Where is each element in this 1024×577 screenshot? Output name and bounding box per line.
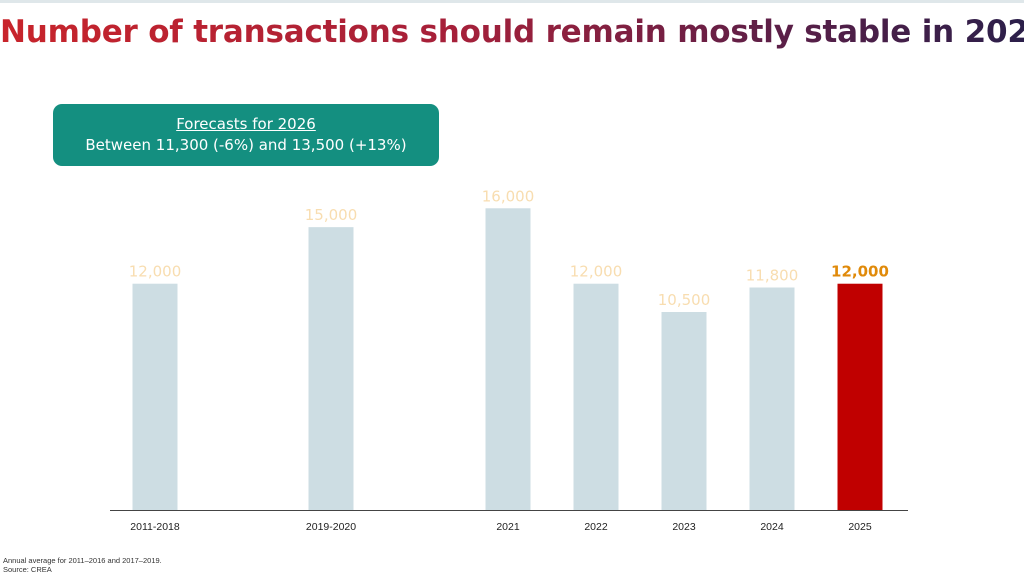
bar-2023 <box>661 312 707 510</box>
value-label-2022: 12,000 <box>570 263 623 281</box>
top-rule <box>0 0 1024 3</box>
tick-label-2024: 2024 <box>760 521 784 533</box>
bar-2024 <box>749 287 795 510</box>
value-label-2011-2018: 12,000 <box>129 263 182 281</box>
tick-label-2019-2020: 2019-2020 <box>306 521 356 533</box>
bar-2019-2020 <box>308 227 354 510</box>
forecast-range: Between 11,300 (-6%) and 13,500 (+13%) <box>85 136 407 154</box>
value-label-2021: 16,000 <box>482 187 535 205</box>
bar-2021 <box>485 208 531 511</box>
forecast-box: Forecasts for 2026 Between 11,300 (-6%) … <box>53 104 439 166</box>
value-label-2019-2020: 15,000 <box>305 206 358 224</box>
tick-label-2011-2018: 2011-2018 <box>130 521 180 533</box>
bar-2011-2018 <box>132 283 178 510</box>
page-title: Number of transactions should remain mos… <box>0 14 1024 50</box>
value-label-2024: 11,800 <box>746 266 799 284</box>
footnote-line-2: Source: CREA <box>3 565 52 574</box>
bar-2025 <box>837 283 883 510</box>
value-label-2025: 12,000 <box>831 263 889 281</box>
footnote: Annual average for 2011–2016 and 2017–20… <box>3 556 162 574</box>
bar-2022 <box>573 283 619 510</box>
tick-label-2022: 2022 <box>584 521 608 533</box>
tick-label-2023: 2023 <box>672 521 696 533</box>
value-label-2023: 10,500 <box>658 291 711 309</box>
forecast-title: Forecasts for 2026 <box>176 115 316 133</box>
tick-label-2025: 2025 <box>848 521 872 533</box>
footnote-line-1: Annual average for 2011–2016 and 2017–20… <box>3 556 162 565</box>
tick-label-2021: 2021 <box>496 521 520 533</box>
